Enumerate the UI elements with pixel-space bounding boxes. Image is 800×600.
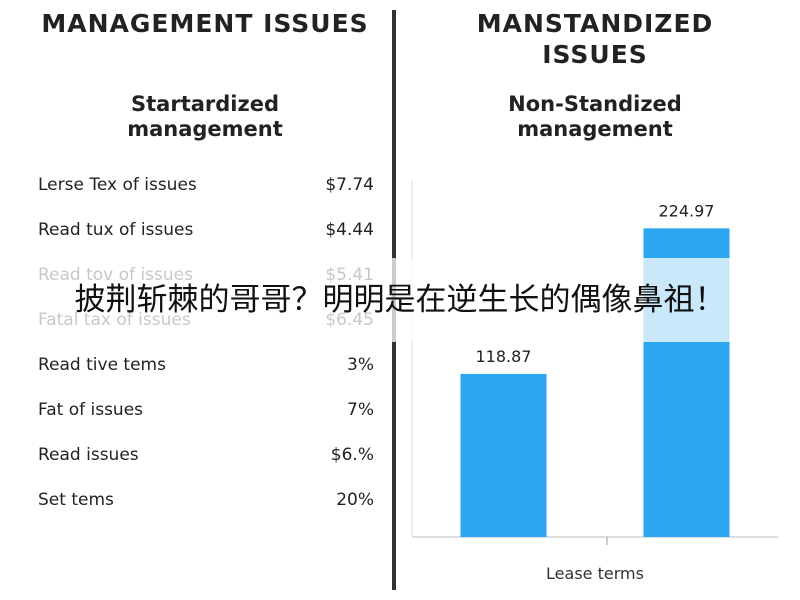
left-subtitle: Startardized management [127, 92, 283, 141]
row-label: Set tems [38, 490, 114, 510]
table-row: Lerse Tex of issues $7.74 [38, 163, 374, 208]
left-title: MANAGEMENT ISSUES [41, 9, 369, 38]
row-label: Fat of issues [38, 400, 144, 420]
caption: 披荆斩棘的哥哥？明明是在逆生长的偶像鼻祖！ [74, 282, 726, 318]
row-value: $7.74 [325, 175, 374, 195]
row-label: Read tux of issues [38, 220, 194, 240]
table-row: Read tux of issues $4.44 [38, 208, 374, 253]
row-label: Lerse Tex of issues [38, 175, 197, 195]
row-label: Read tive tems [38, 355, 166, 375]
table-row: Set tems 20% [38, 478, 374, 523]
caption-banner: 披荆斩棘的哥哥？明明是在逆生长的偶像鼻祖！ [0, 258, 800, 342]
table-row: Read issues $6.% [38, 433, 374, 478]
row-value: 20% [336, 490, 374, 510]
row-label: Read issues [38, 445, 139, 465]
data-label: 224.97 [659, 201, 715, 220]
table-row: Read tive tems 3% [38, 343, 374, 388]
chart-subtitle: Non-Standized management [508, 92, 682, 141]
row-value: $6.% [330, 445, 374, 465]
row-value: $4.44 [325, 220, 374, 240]
row-value: 3% [347, 355, 374, 375]
chart-title: MANSTANDIZED ISSUES [476, 9, 714, 69]
bar [460, 373, 547, 537]
x-axis-label: Lease terms [546, 564, 644, 583]
row-value: 7% [347, 400, 374, 420]
table-row: Fat of issues 7% [38, 388, 374, 433]
data-label: 118.87 [476, 347, 532, 366]
